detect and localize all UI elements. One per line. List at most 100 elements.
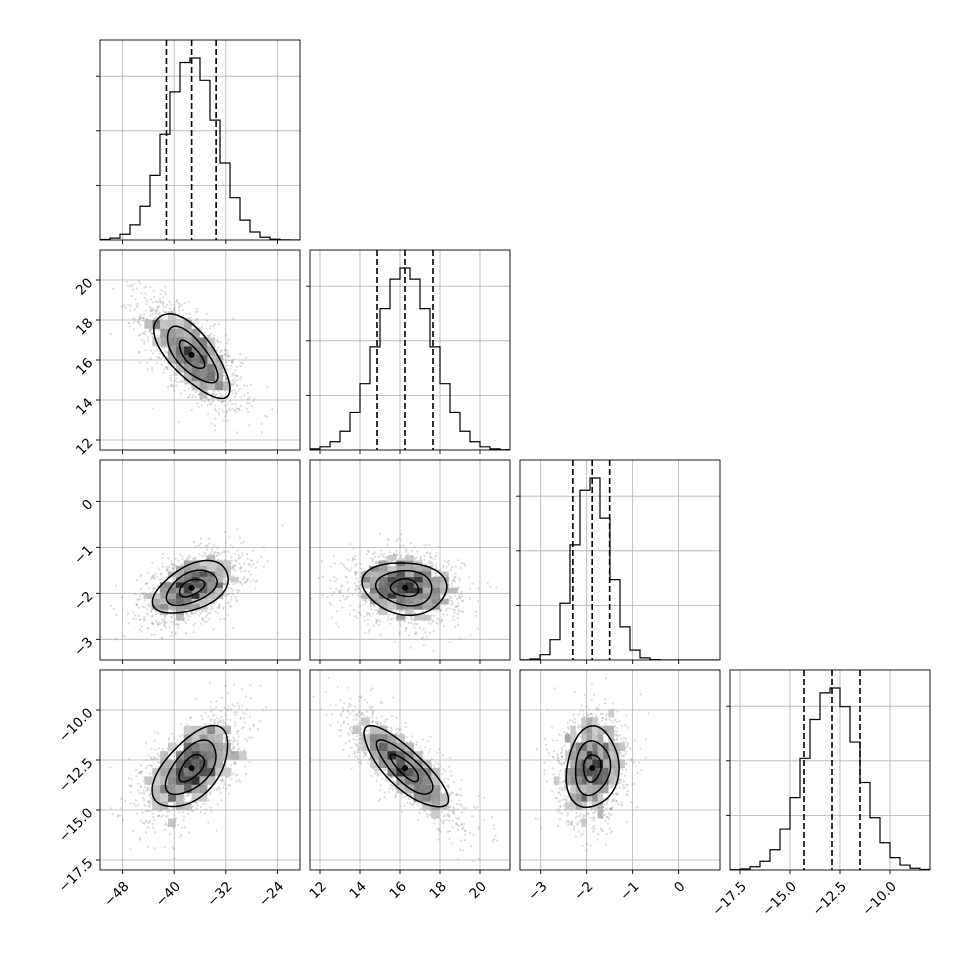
sample-point — [156, 334, 159, 337]
sample-point — [159, 301, 162, 304]
sample-point — [238, 556, 242, 559]
sample-point — [150, 332, 153, 335]
sample-point — [432, 649, 435, 652]
sample-point — [402, 557, 405, 561]
sample-point — [143, 313, 146, 316]
sample-point — [144, 309, 147, 312]
sample-point — [260, 431, 263, 434]
sample-point — [141, 319, 144, 322]
sample-point — [454, 565, 457, 568]
density-cell — [378, 571, 388, 577]
sample-point — [231, 408, 234, 411]
sample-point — [155, 361, 158, 365]
sample-point — [205, 615, 208, 619]
sample-point — [166, 366, 169, 369]
density-cell — [422, 587, 432, 594]
sample-point — [130, 294, 134, 298]
sample-point — [383, 552, 386, 556]
sample-point — [152, 574, 155, 577]
sample-point — [458, 610, 461, 613]
sample-point — [187, 300, 190, 303]
sample-point — [157, 623, 160, 626]
sample-point — [463, 562, 466, 565]
sample-point — [164, 293, 167, 296]
sample-point — [144, 330, 147, 333]
sample-point — [209, 719, 212, 722]
sample-point — [139, 587, 142, 591]
sample-point — [366, 549, 369, 552]
density-cell — [199, 337, 208, 347]
sample-point — [152, 308, 155, 311]
sample-point — [210, 710, 213, 713]
density-cell — [413, 566, 423, 572]
density-cell — [223, 560, 231, 566]
sample-point — [135, 603, 138, 606]
density-cell — [168, 320, 176, 329]
sample-point — [372, 624, 375, 627]
sample-point — [116, 638, 119, 641]
sample-point — [209, 792, 212, 796]
sample-point — [211, 547, 214, 551]
sample-point — [414, 612, 417, 615]
scatter-panel-2-0 — [96, 459, 301, 664]
density-cell — [422, 566, 432, 572]
sample-point — [353, 558, 356, 561]
sample-point — [207, 335, 210, 338]
density-cell — [405, 566, 414, 572]
density-cell — [191, 566, 200, 572]
sample-point — [224, 595, 227, 598]
sample-point — [164, 350, 167, 353]
sample-point — [448, 641, 451, 644]
sample-point — [206, 614, 209, 617]
sample-point — [121, 596, 124, 599]
sample-point — [150, 607, 153, 610]
density-cell — [199, 571, 208, 577]
grid — [100, 460, 300, 660]
sample-point — [153, 577, 156, 581]
density-cell — [370, 576, 379, 583]
sample-point — [166, 367, 169, 370]
sample-point — [137, 598, 140, 601]
sample-point — [414, 631, 417, 634]
sample-point — [185, 612, 188, 615]
sample-point — [233, 382, 236, 386]
sample-point — [249, 559, 253, 562]
density-cell — [422, 576, 432, 583]
sample-point — [228, 587, 231, 590]
sample-point — [431, 557, 434, 560]
sample-point — [216, 551, 219, 554]
sample-point — [460, 610, 464, 613]
sample-point — [228, 354, 231, 357]
sample-point — [413, 626, 416, 629]
sample-point — [377, 618, 381, 621]
sample-point — [454, 595, 457, 598]
density-cell — [168, 598, 176, 605]
sample-point — [433, 558, 436, 561]
sample-point — [372, 553, 375, 556]
sample-point — [232, 567, 235, 570]
sample-point — [253, 397, 256, 400]
sample-point — [162, 305, 165, 308]
sample-point — [157, 623, 160, 626]
sample-point — [208, 681, 211, 684]
sample-point — [434, 567, 437, 570]
sample-point — [399, 624, 402, 627]
sample-point — [124, 799, 127, 802]
sample-point — [229, 367, 232, 370]
sample-point — [214, 417, 217, 420]
sample-point — [114, 637, 117, 640]
sample-point — [144, 582, 147, 586]
sample-point — [461, 611, 464, 614]
sample-point — [151, 407, 154, 410]
sample-point — [393, 553, 396, 556]
sample-point — [233, 552, 236, 555]
sample-point — [151, 561, 154, 564]
sample-point — [232, 358, 235, 361]
sample-point — [442, 625, 445, 628]
sample-point — [448, 596, 451, 599]
sample-point — [139, 595, 142, 598]
sample-point — [154, 573, 157, 576]
panel-frame — [309, 249, 511, 451]
sample-point — [138, 350, 141, 353]
density-cell — [199, 566, 208, 572]
